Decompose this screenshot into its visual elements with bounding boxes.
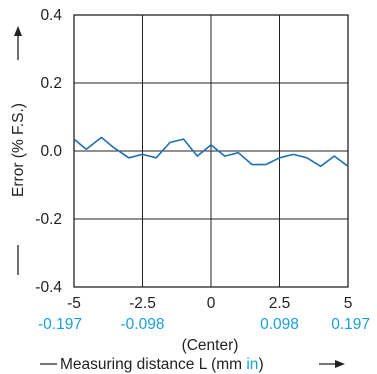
x-axis-title-unit: in: [246, 356, 258, 373]
y-axis-title: Error (% F.S.): [10, 103, 27, 197]
grid: [74, 15, 348, 287]
x-axis-title: Measuring distance L (mm in): [60, 356, 264, 373]
x-tick-label: -2.5: [129, 295, 156, 312]
y-axis-title-group: Error (% F.S.): [10, 26, 27, 275]
x-axis-title-group: Measuring distance L (mm in): [40, 356, 345, 373]
y-tick-labels: 0.4 0.2 0.0 -0.2 -0.4: [35, 7, 62, 296]
x-axis-title-close: ): [258, 356, 263, 373]
x-tick-label-alt: -0.197: [38, 316, 82, 333]
x-tick-label: 2.5: [269, 295, 291, 312]
y-tick-label: 0.4: [40, 7, 62, 24]
y-tick-label: -0.4: [35, 279, 62, 296]
x-tick-label-alt: 0.098: [260, 316, 299, 333]
y-axis-arrow-icon: [14, 26, 22, 36]
series-line: [73, 136, 349, 168]
x-tick-label: -5: [67, 295, 81, 312]
series-layer: [73, 136, 349, 168]
x-tick-labels: -5 -2.5 0 2.5 5 -0.197 -0.098 0.098 0.197: [38, 295, 370, 333]
y-tick-label: -0.2: [35, 211, 62, 228]
y-tick-label: 0.2: [40, 75, 62, 92]
center-label: (Center): [182, 337, 239, 354]
plot-border: [73, 14, 349, 288]
x-axis-arrow-icon: [335, 360, 345, 368]
plot-frame: [73, 14, 349, 288]
x-tick-label-alt: -0.098: [121, 316, 165, 333]
x-tick-label: 5: [344, 295, 353, 312]
y-tick-label: 0.0: [40, 143, 62, 160]
x-tick-label: 0: [207, 295, 216, 312]
x-axis-title-main: Measuring distance L (mm: [60, 356, 246, 373]
x-tick-label-alt: 0.197: [331, 316, 370, 333]
